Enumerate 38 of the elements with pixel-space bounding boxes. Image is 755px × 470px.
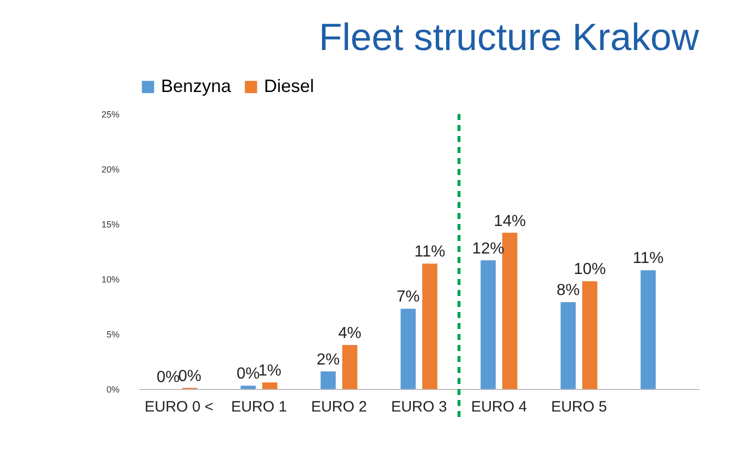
legend-label: Diesel: [264, 76, 314, 96]
bar: [320, 371, 336, 389]
y-tick-label: 15%: [101, 220, 120, 230]
bar: [560, 302, 576, 389]
x-tick-label: EURO 3: [391, 398, 447, 416]
x-tick-label: EURO 1: [231, 398, 287, 416]
chart-title: Fleet structure Krakow: [318, 17, 700, 59]
data-label: 11%: [632, 250, 664, 268]
legend-label: Benzyna: [161, 76, 232, 96]
data-label: 0%: [236, 366, 260, 383]
data-label: 0%: [178, 368, 202, 385]
y-tick-label: 5%: [106, 330, 120, 340]
data-label: 10%: [574, 261, 606, 278]
y-tick-label: 25%: [101, 110, 120, 120]
data-label: 0%: [156, 369, 180, 386]
bar: [582, 281, 598, 389]
bar: [640, 270, 656, 389]
data-label: 8%: [556, 282, 580, 300]
x-tick-label: EURO 4: [471, 398, 527, 416]
data-label: 7%: [396, 288, 420, 306]
data-label: 4%: [338, 325, 362, 342]
x-tick-label: EURO 5: [551, 398, 607, 416]
bar: [480, 260, 496, 389]
bar: [240, 386, 256, 389]
y-tick-label: 20%: [101, 164, 120, 174]
data-label: 1%: [258, 362, 282, 380]
bar: [502, 232, 518, 389]
y-tick-label: 10%: [101, 274, 120, 284]
bar: [262, 382, 278, 389]
data-label: 14%: [494, 212, 526, 230]
x-tick-label: EURO 2: [311, 398, 367, 416]
data-label: 2%: [316, 351, 340, 368]
bar: [400, 308, 416, 389]
x-tick-label: EURO 0 <: [144, 398, 214, 416]
bar: [422, 264, 438, 389]
data-label: 11%: [414, 244, 446, 261]
bar: [342, 345, 358, 389]
y-tick-label: 0%: [106, 384, 120, 394]
